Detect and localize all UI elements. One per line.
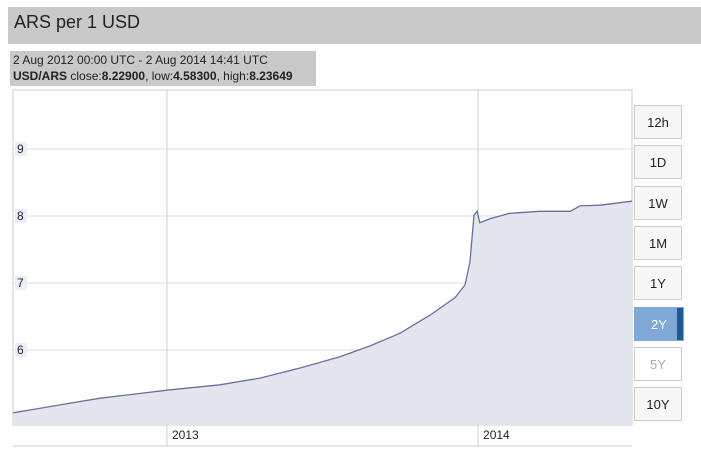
pair: USD/ARS: [13, 69, 68, 83]
low-label: , low:: [145, 69, 174, 83]
y-tick-bg: [15, 275, 27, 290]
chart-title: ARS per 1 USD: [8, 7, 701, 44]
date-range: 2 Aug 2012 00:00 UTC - 2 Aug 2014 14:41 …: [13, 53, 268, 67]
x-tick-label: 2014: [483, 428, 510, 442]
range-button[interactable]: 10Y: [634, 387, 682, 422]
low: 4.58300: [173, 69, 217, 83]
y-tick-label: 6: [17, 343, 24, 357]
y-tick-bg: [15, 141, 27, 156]
range-button[interactable]: 2Y: [634, 306, 684, 341]
x-tick-label: 2013: [172, 428, 199, 442]
range-button: 5Y: [634, 346, 682, 381]
range-button[interactable]: 1M: [634, 225, 682, 260]
y-tick-label: 8: [17, 209, 24, 223]
range-button[interactable]: 1D: [634, 145, 682, 180]
line: [12, 200, 633, 414]
high: 8.23649: [249, 69, 293, 83]
close: 8.22900: [101, 69, 146, 83]
y-tick-bg: [15, 342, 27, 357]
range-button[interactable]: 1W: [634, 185, 682, 220]
range-button[interactable]: 1Y: [634, 266, 682, 301]
chart-info: 2 Aug 2012 00:00 UTC - 2 Aug 2014 14:41 …: [10, 51, 316, 86]
high-label: , high:: [216, 69, 250, 83]
area: [13, 201, 632, 425]
close-label: close:: [67, 69, 102, 83]
y-tick-label: 7: [17, 276, 24, 290]
y-tick-label: 9: [17, 142, 24, 156]
range-button[interactable]: 12h: [634, 105, 682, 139]
stats: USD/ARS close:8.22900, low:4.58300, high…: [13, 68, 313, 84]
y-tick-bg: [15, 208, 27, 223]
